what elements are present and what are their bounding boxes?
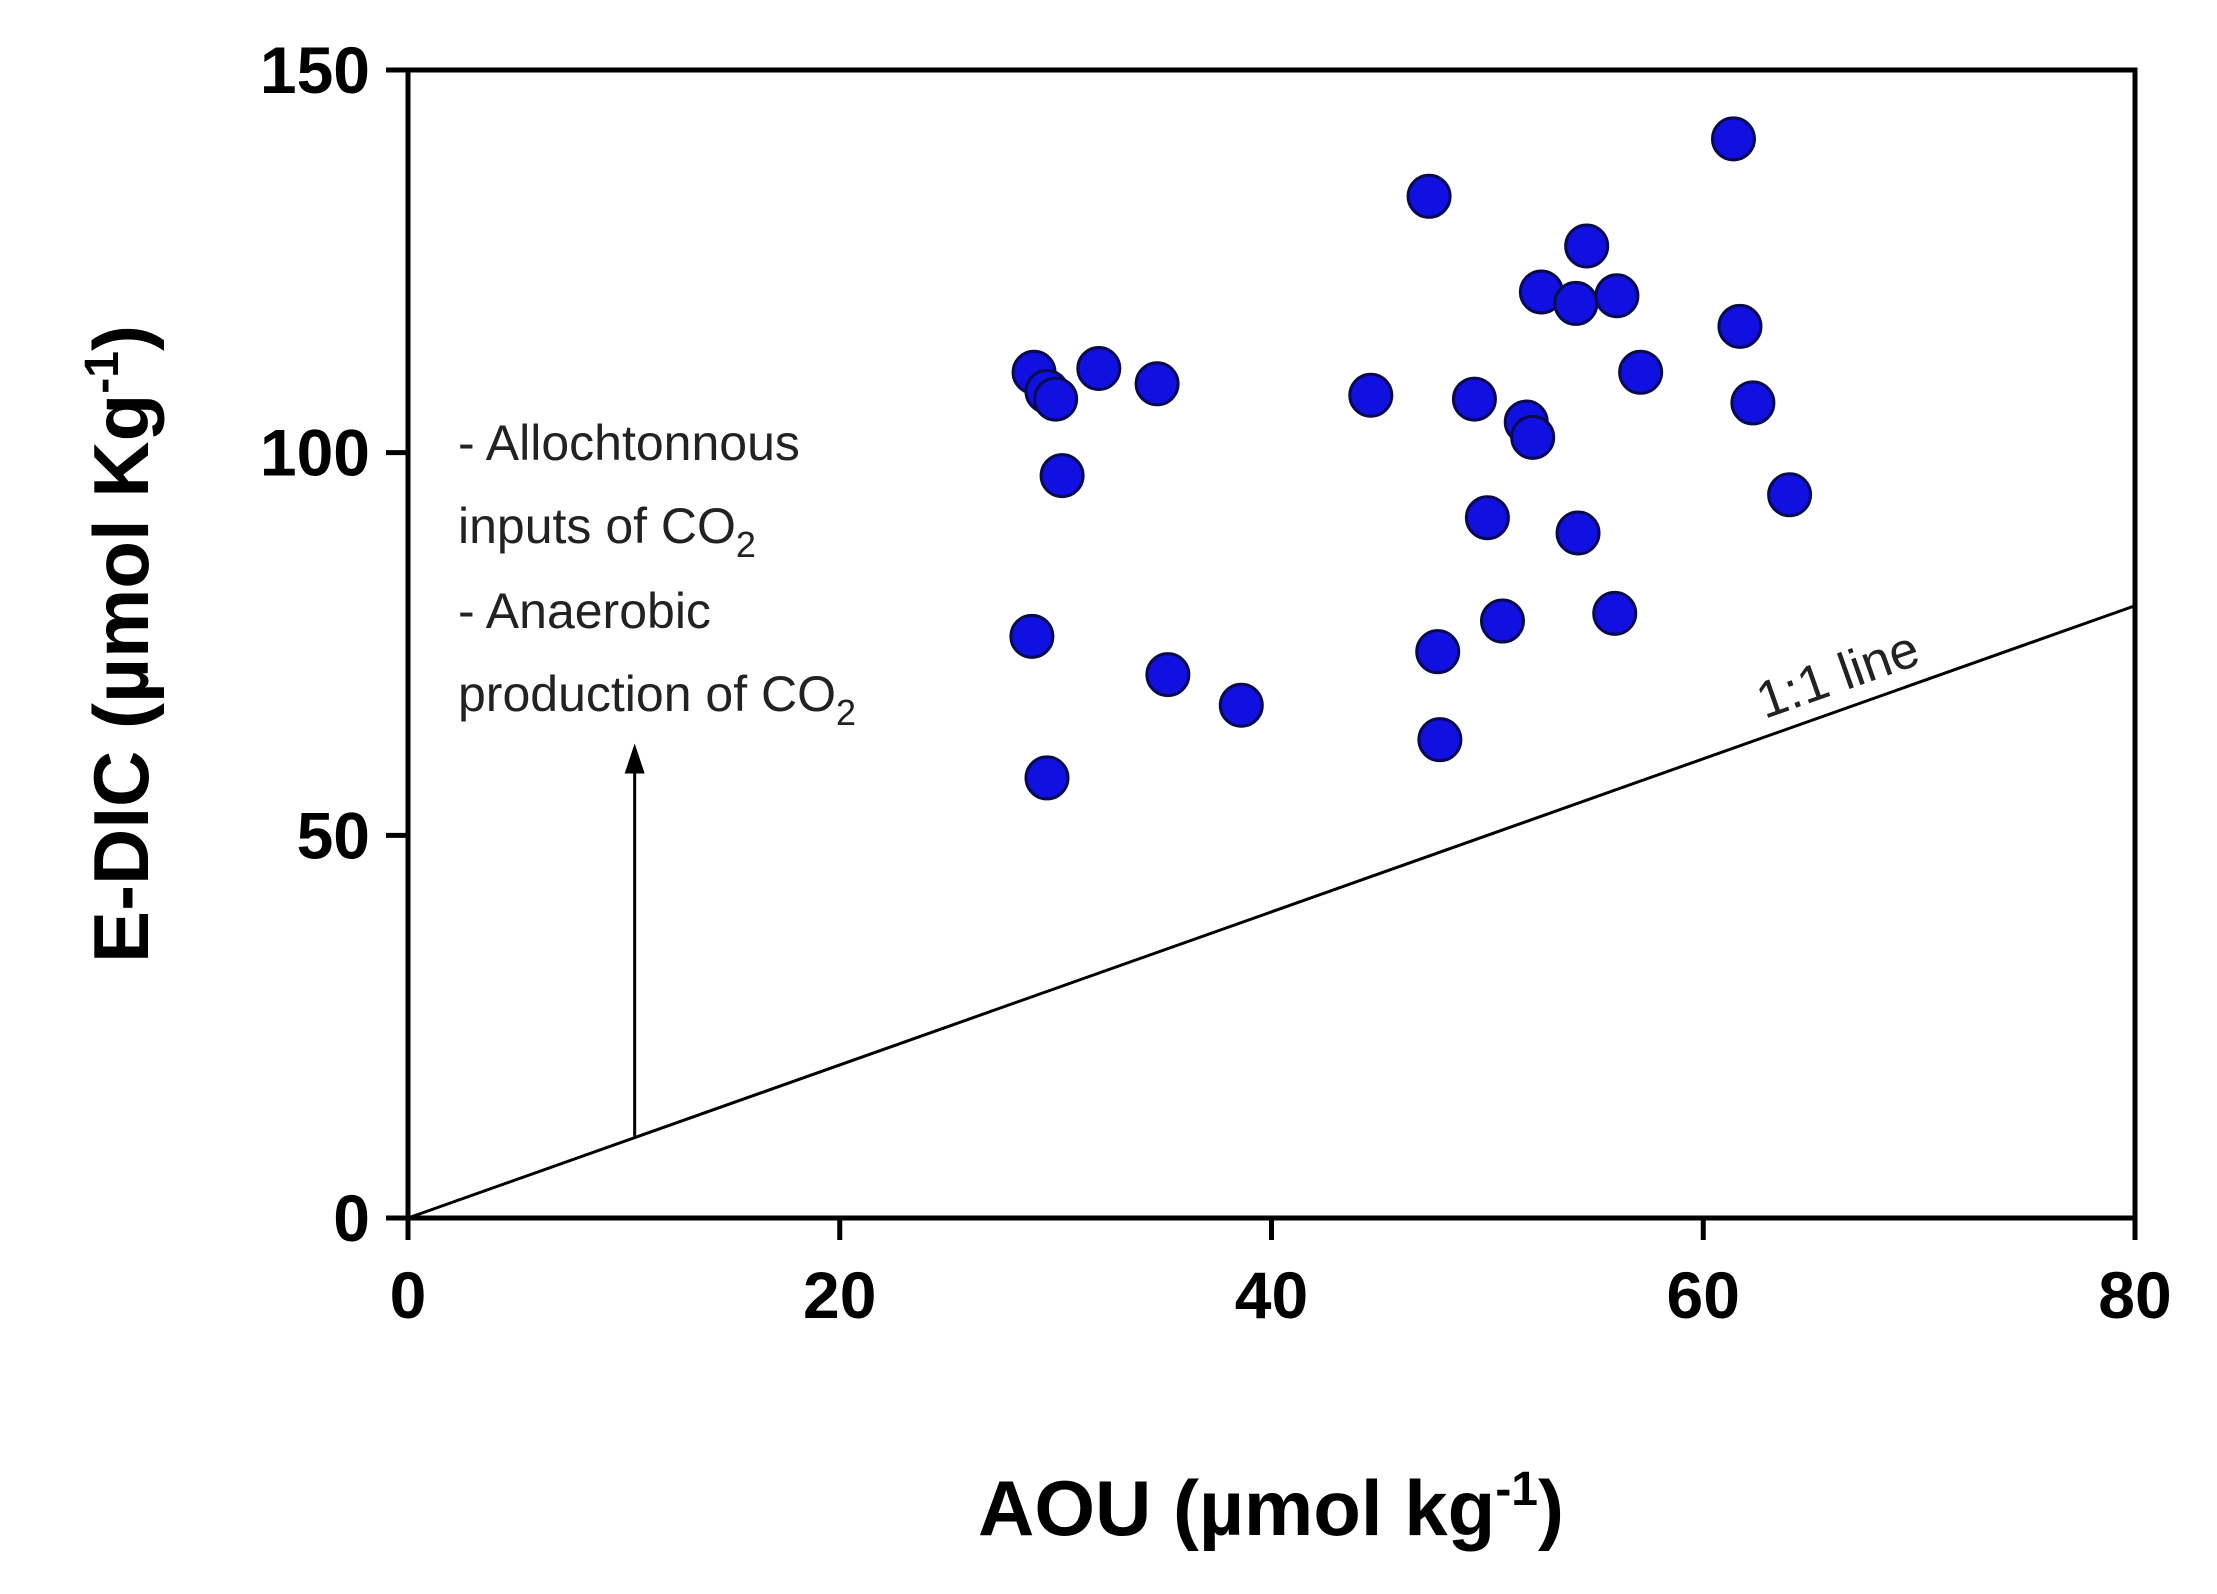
annotation-group: - Allochtonnous inputs of CO2 - Anaerobi… — [458, 415, 856, 1138]
y-axis-title-main: E-DIC (µmol Kg — [77, 394, 165, 963]
data-point-7 — [1145, 652, 1191, 698]
annotation-text-0: - Allochtonnous — [458, 415, 800, 471]
data-point-14 — [1451, 376, 1497, 422]
annotation-text-2: - Anaerobic — [458, 583, 711, 639]
data-point-2 — [1033, 376, 1079, 422]
x-tick-label-20: 20 — [803, 1258, 876, 1332]
annotation-text-3: production of CO — [458, 666, 836, 722]
y-axis-title: E-DIC (µmol Kg-1) — [76, 325, 165, 963]
data-point-26 — [1710, 116, 1756, 162]
y-tick-label-0: 0 — [333, 1181, 370, 1255]
data-point-15 — [1464, 495, 1510, 541]
y-tick-label-100: 100 — [260, 416, 370, 490]
data-point-11 — [1406, 173, 1452, 219]
annotation-line-production-co2: production of CO2 — [458, 666, 856, 733]
data-point-12 — [1415, 629, 1461, 675]
data-point-18 — [1510, 414, 1556, 460]
data-point-23 — [1618, 349, 1664, 395]
data-point-28 — [1730, 380, 1776, 426]
data-point-3 — [1039, 453, 1085, 499]
y-tick-label-50: 50 — [297, 798, 370, 872]
annotation-text-1: inputs of CO — [458, 498, 736, 554]
data-point-29 — [1767, 472, 1813, 518]
data-point-21 — [1564, 223, 1610, 269]
annotation-line-allochtonnous: - Allochtonnous — [458, 415, 800, 471]
data-point-20 — [1553, 280, 1599, 326]
reference-line-label: 1:1 line — [1749, 620, 1926, 731]
x-tick-label-80: 80 — [2098, 1258, 2171, 1332]
x-tick-label-40: 40 — [1235, 1258, 1308, 1332]
annotation-subscript-3: 2 — [836, 692, 856, 733]
annotation-line-inputs-co2: inputs of CO2 — [458, 498, 756, 565]
x-axis-title-main: AOU (µmol kg — [978, 1464, 1495, 1552]
data-point-27 — [1717, 303, 1763, 349]
y-axis-title-superscript: -1 — [76, 351, 129, 394]
reference-line-1-1 — [407, 604, 2136, 1220]
y-axis-title-close: ) — [77, 325, 165, 351]
x-axis: 0 20 40 60 80 — [390, 1218, 2172, 1332]
data-point-9 — [1024, 755, 1070, 801]
data-point-5 — [1134, 361, 1180, 407]
data-point-16 — [1479, 598, 1525, 644]
x-axis-title-close: ) — [1538, 1464, 1564, 1552]
x-tick-label-60: 60 — [1667, 1258, 1740, 1332]
x-tick-label-0: 0 — [390, 1258, 427, 1332]
data-points — [1009, 116, 1813, 801]
data-point-24 — [1555, 510, 1601, 556]
data-point-22 — [1594, 273, 1640, 319]
y-axis: 0 50 100 150 — [260, 33, 408, 1255]
data-point-10 — [1348, 372, 1394, 418]
data-point-6 — [1009, 613, 1055, 659]
annotation-subscript-1: 2 — [736, 524, 756, 565]
data-point-4 — [1076, 345, 1122, 391]
annotation-arrow-head — [624, 743, 645, 774]
data-point-13 — [1417, 717, 1463, 763]
y-tick-label-150: 150 — [260, 33, 370, 107]
data-point-25 — [1592, 590, 1638, 636]
x-axis-title: AOU (µmol kg-1) — [978, 1463, 1564, 1552]
annotation-line-anaerobic: - Anaerobic — [458, 583, 711, 639]
x-axis-title-superscript: -1 — [1495, 1463, 1538, 1516]
data-point-8 — [1218, 682, 1264, 728]
